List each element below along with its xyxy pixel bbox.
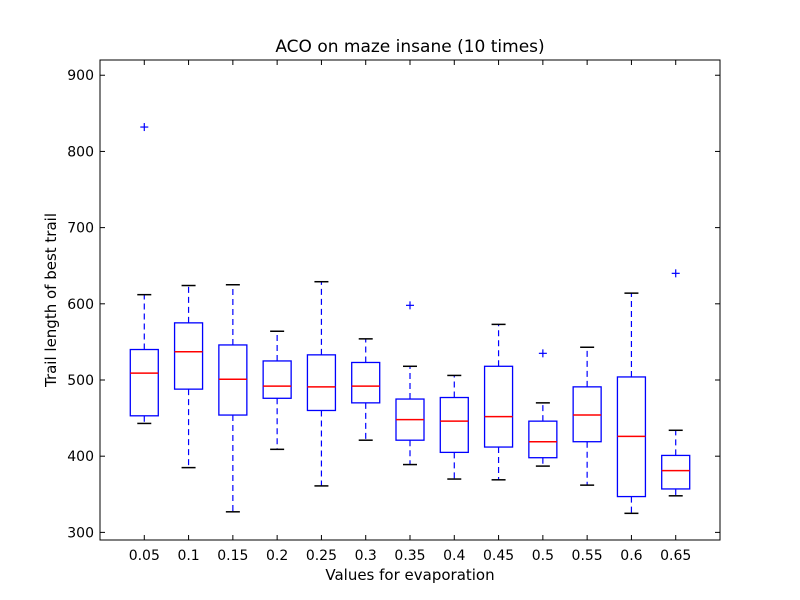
box-iqr bbox=[528, 420, 558, 459]
box-iqr bbox=[483, 365, 514, 448]
y-tick-label: 400 bbox=[67, 449, 94, 465]
x-tick-label: 0.55 bbox=[572, 548, 603, 564]
y-tick-label: 600 bbox=[67, 297, 94, 313]
x-tick-label: 0.45 bbox=[483, 548, 514, 564]
x-tick-label: 0.25 bbox=[306, 548, 337, 564]
x-tick-label: 0.2 bbox=[266, 548, 288, 564]
box-iqr bbox=[218, 344, 248, 416]
x-tick-label: 0.5 bbox=[532, 548, 554, 564]
y-tick-label: 700 bbox=[67, 221, 94, 237]
x-tick-label: 0.65 bbox=[660, 548, 691, 564]
x-tick-label: 0.1 bbox=[177, 548, 199, 564]
plot-frame bbox=[99, 59, 721, 541]
box-iqr bbox=[661, 454, 691, 490]
x-tick-label: 0.6 bbox=[620, 548, 642, 564]
y-axis-label: Trail length of best trail bbox=[42, 213, 60, 388]
y-tick-label: 900 bbox=[67, 68, 94, 84]
x-axis-label: Values for evaporation bbox=[325, 566, 494, 584]
box-iqr bbox=[439, 396, 469, 454]
x-tick-label: 0.15 bbox=[217, 548, 248, 564]
chart-title: ACO on maze insane (10 times) bbox=[275, 37, 544, 57]
x-tick-label: 0.35 bbox=[394, 548, 425, 564]
x-tick-label: 0.05 bbox=[129, 548, 160, 564]
y-tick-label: 300 bbox=[67, 525, 94, 541]
box-iqr bbox=[262, 360, 292, 399]
y-tick-label: 800 bbox=[67, 144, 94, 160]
box-iqr bbox=[351, 361, 381, 404]
y-tick-label: 500 bbox=[67, 373, 94, 389]
box-iqr bbox=[572, 386, 602, 443]
box-iqr bbox=[306, 354, 337, 412]
plot-area: 300 400 500 600 700 800 900 0.05 0.1 0.15 0.2 0.25 0… bbox=[67, 60, 720, 564]
box-iqr bbox=[173, 322, 204, 390]
box-iqr bbox=[129, 348, 159, 417]
x-tick-label: 0.3 bbox=[355, 548, 377, 564]
x-tick-label: 0.4 bbox=[443, 548, 465, 564]
